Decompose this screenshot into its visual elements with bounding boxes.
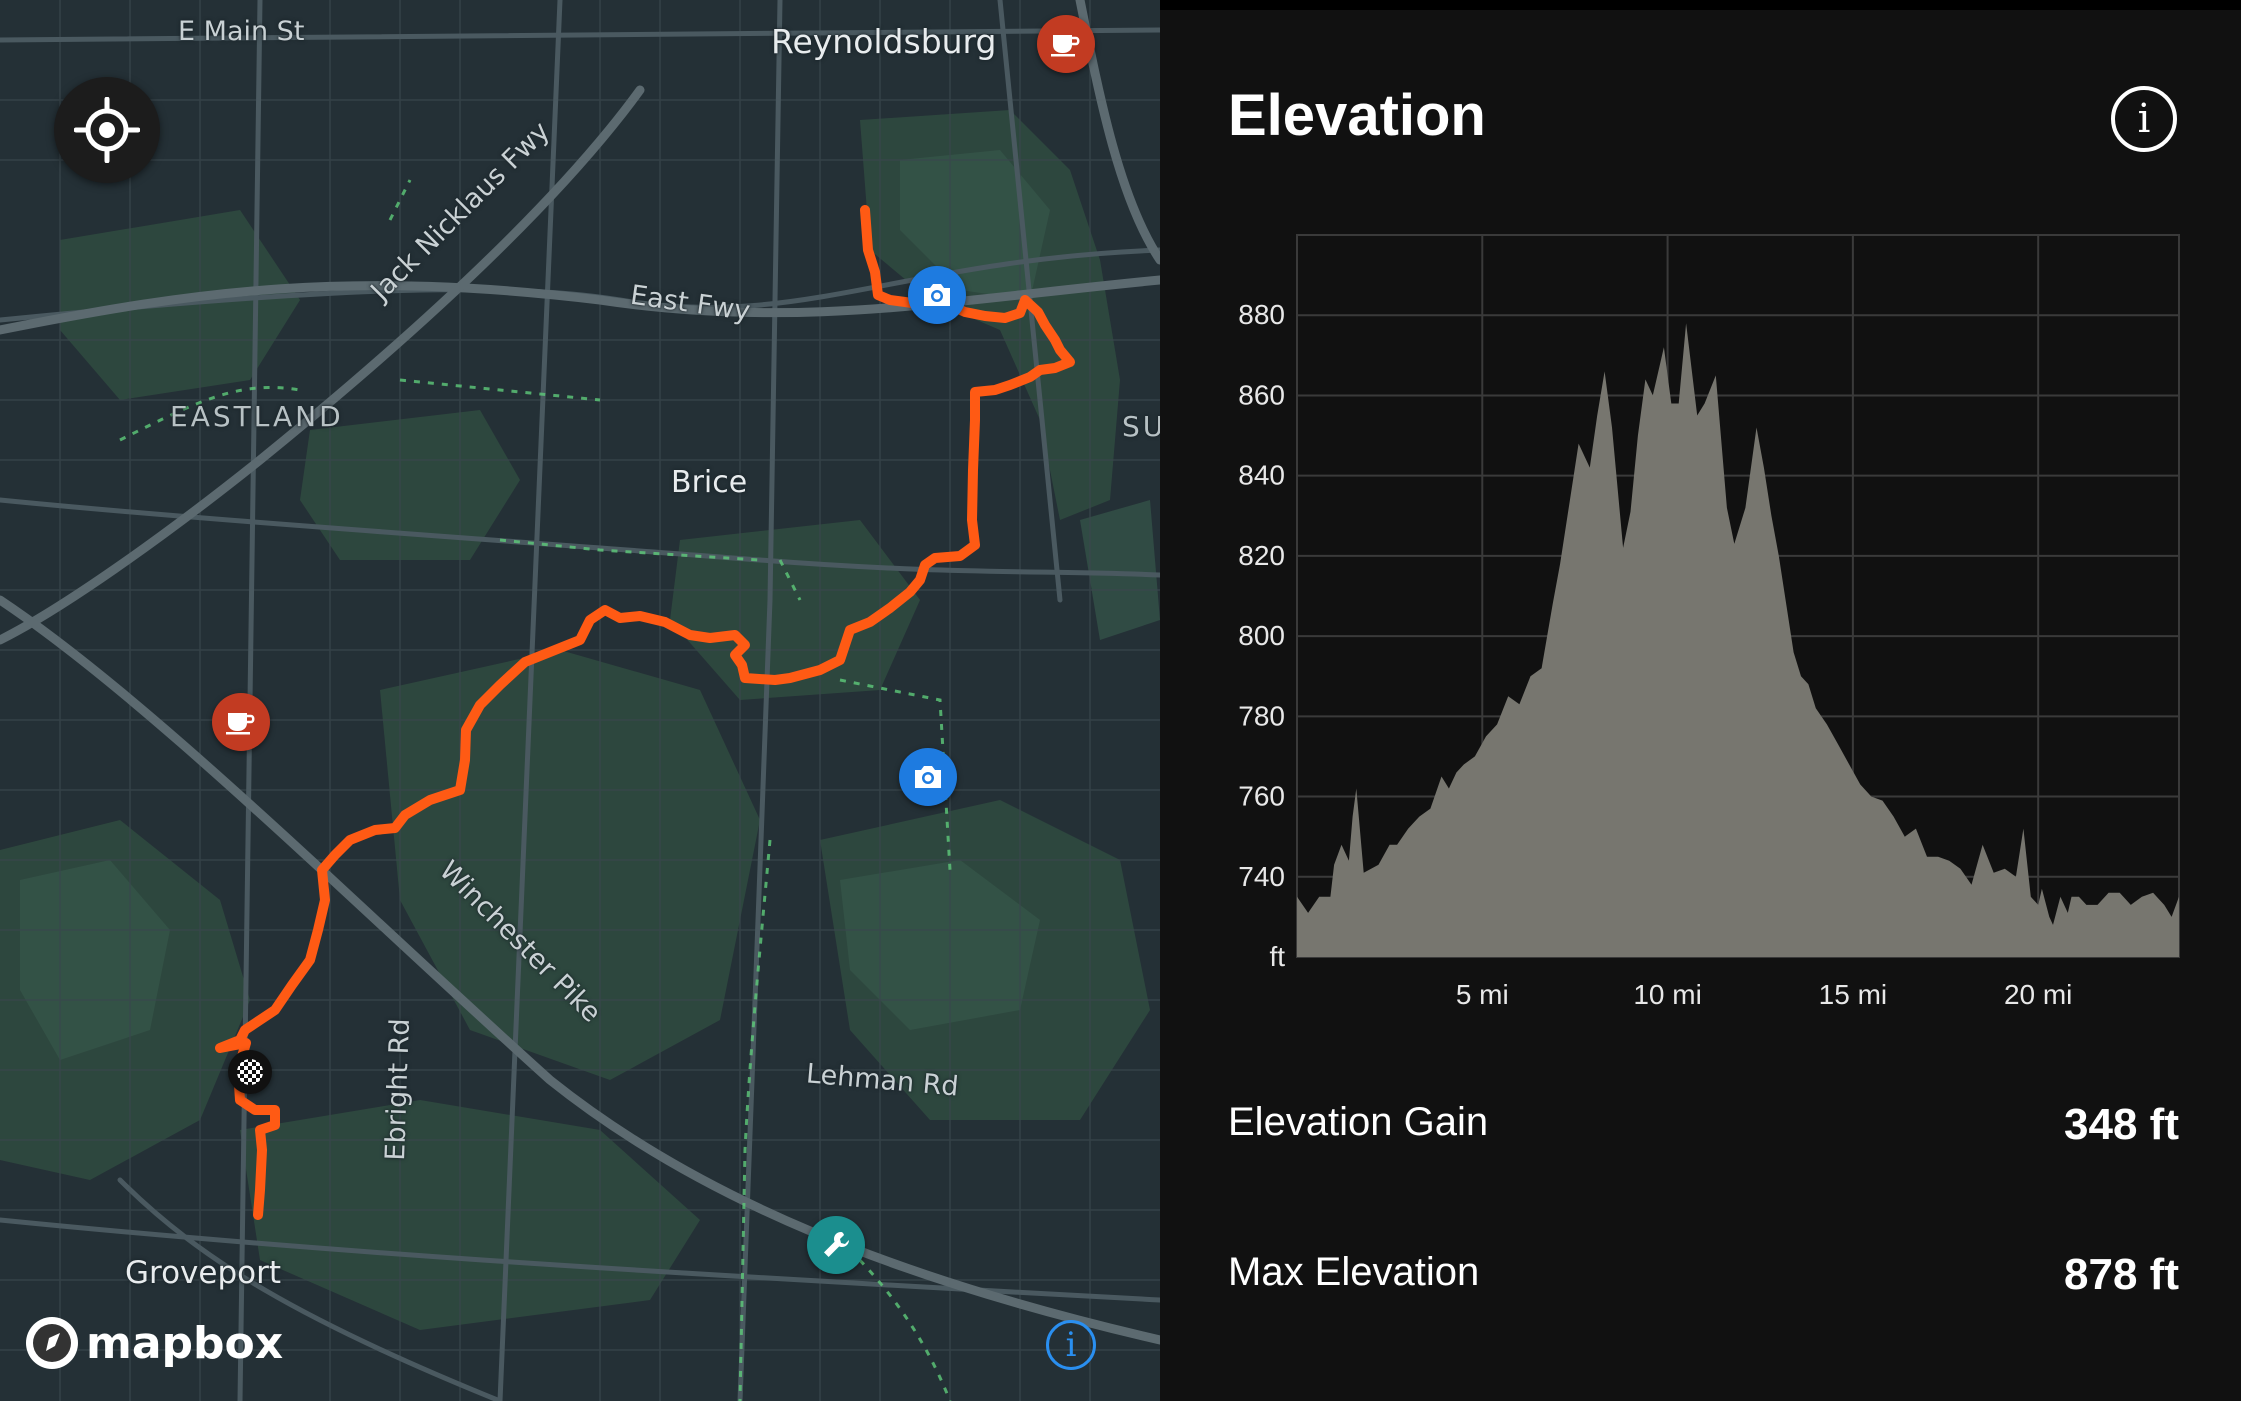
place-label-groveport: Groveport (125, 1255, 282, 1291)
poi-photo-south[interactable] (899, 748, 957, 806)
poi-photo-north[interactable] (908, 266, 966, 324)
mapbox-logo-text: mapbox (86, 1317, 284, 1369)
road-label-e-main-st: E Main St (178, 16, 305, 47)
elevation-panel: Elevation i 740 760 780 800 820 840 860 880 ft 5 … (1160, 0, 2241, 1401)
y-tick-label: 860 (1238, 379, 1285, 410)
y-tick-label: 780 (1238, 700, 1285, 731)
map-base (0, 0, 1160, 1401)
coffee-icon (1051, 35, 1080, 57)
mapbox-logo[interactable]: mapbox (24, 1315, 283, 1371)
coffee-icon (226, 713, 255, 735)
district-label-su: SU (1122, 410, 1160, 443)
map-view[interactable]: E Main St Reynoldsburg East Fwy Jack Nic… (0, 0, 1160, 1401)
route-finish-marker[interactable] (228, 1050, 272, 1094)
y-tick-label: 880 (1238, 299, 1285, 330)
x-tick-label: 5 mi (1456, 979, 1509, 1010)
finish-flag-icon (237, 1059, 263, 1085)
x-tick-label: 15 mi (1819, 979, 1887, 1010)
stat-label: Elevation Gain (1228, 1100, 1489, 1144)
y-axis-unit-label: ft (1269, 941, 1285, 972)
y-tick-label: 760 (1238, 781, 1285, 812)
mapbox-compass-icon (26, 1317, 78, 1369)
x-tick-label: 20 mi (2004, 979, 2072, 1010)
elevation-area (1297, 323, 2179, 957)
camera-icon (915, 766, 941, 788)
x-tick-label: 10 mi (1633, 979, 1701, 1010)
place-label-brice: Brice (671, 465, 748, 500)
place-label-reynoldsburg: Reynoldsburg (771, 22, 997, 61)
map-attribution-info-button[interactable]: i (1046, 1320, 1096, 1370)
camera-icon (924, 284, 950, 306)
wrench-icon (824, 1232, 849, 1257)
info-icon: i (2137, 96, 2151, 142)
stat-elevation-gain: Elevation Gain 348 ft (1228, 1100, 2179, 1160)
district-label-eastland: EASTLAND (170, 400, 344, 433)
locate-icon (74, 97, 140, 163)
route-line (215, 205, 1075, 1220)
y-tick-label: 840 (1238, 460, 1285, 491)
road-label-ebright-rd: Ebright Rd (380, 1017, 416, 1162)
poi-cafe-west[interactable] (212, 693, 270, 751)
y-tick-label: 740 (1238, 861, 1285, 892)
locate-me-button[interactable] (54, 77, 160, 183)
y-tick-label: 800 (1238, 620, 1285, 651)
elevation-chart[interactable]: 740 760 780 800 820 840 860 880 ft 5 mi 10 mi 15 mi… (1160, 210, 2241, 1030)
y-tick-label: 820 (1238, 540, 1285, 571)
stat-max-elevation: Max Elevation 878 ft (1228, 1250, 2179, 1310)
stat-label: Max Elevation (1228, 1250, 1480, 1294)
panel-title: Elevation (1228, 83, 1486, 148)
info-button[interactable]: i (2111, 86, 2177, 152)
poi-cafe-reynoldsburg[interactable] (1037, 15, 1095, 73)
poi-bike-repair[interactable] (807, 1216, 865, 1274)
stat-value: 348 ft (2064, 1100, 2179, 1149)
stat-value: 878 ft (2064, 1250, 2179, 1299)
